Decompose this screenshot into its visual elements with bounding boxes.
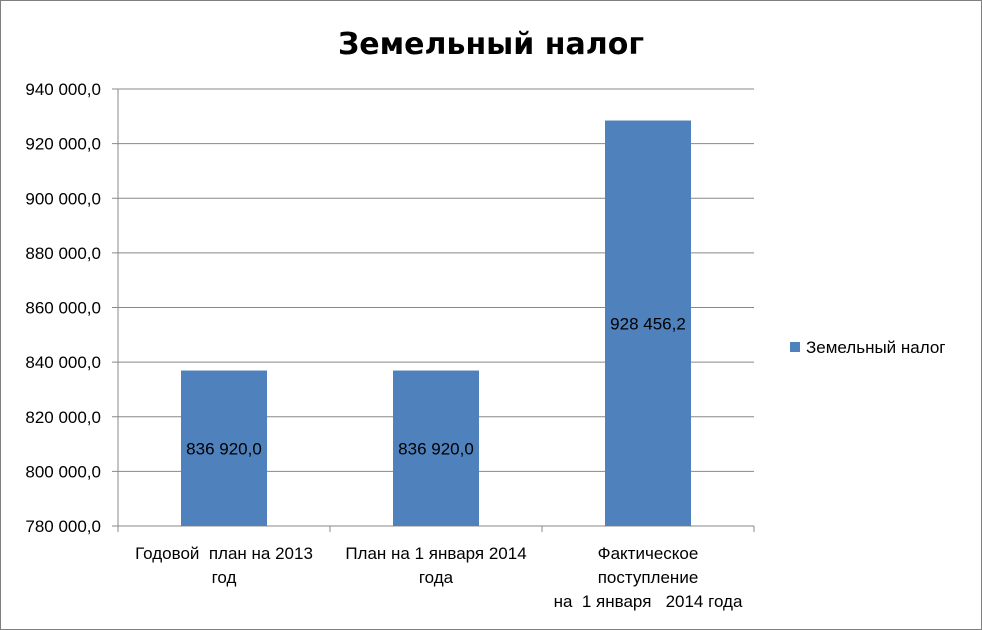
category-label: Годовой план на 2013 bbox=[135, 544, 313, 563]
y-tick-label: 880 000,0 bbox=[25, 244, 101, 263]
bar bbox=[393, 370, 479, 526]
category-label: года bbox=[419, 568, 454, 587]
data-label: 836 920,0 bbox=[398, 439, 474, 458]
y-tick-label: 820 000,0 bbox=[25, 408, 101, 427]
data-label: 928 456,2 bbox=[610, 314, 686, 333]
bar bbox=[181, 370, 267, 526]
chart-title: Земельный налог bbox=[338, 27, 644, 62]
y-tick-label: 920 000,0 bbox=[25, 135, 101, 154]
y-tick-label: 780 000,0 bbox=[25, 517, 101, 536]
y-tick-label: 940 000,0 bbox=[25, 80, 101, 99]
category-label: на 1 января 2014 года bbox=[554, 592, 743, 611]
category-label: год bbox=[212, 568, 237, 587]
category-label: поступление bbox=[598, 568, 699, 587]
y-tick-label: 800 000,0 bbox=[25, 462, 101, 481]
y-tick-labels: 780 000,0 800 000,0 820 000,0 840 000,0 860 … bbox=[25, 80, 101, 536]
bars bbox=[181, 120, 691, 527]
legend-swatch bbox=[790, 342, 800, 352]
y-tick-label: 900 000,0 bbox=[25, 189, 101, 208]
category-label: Фактическое bbox=[598, 544, 699, 563]
data-labels: 836 920,0 836 920,0 928 456,2 bbox=[186, 314, 686, 458]
y-tick-label: 860 000,0 bbox=[25, 299, 101, 318]
y-tick-label: 840 000,0 bbox=[25, 353, 101, 372]
legend-label: Земельный налог bbox=[806, 338, 946, 357]
category-labels: Годовой план на 2013 год План на 1 января … bbox=[135, 544, 743, 611]
category-label: План на 1 января 2014 bbox=[345, 544, 526, 563]
legend: Земельный налог bbox=[790, 338, 946, 357]
bar bbox=[605, 120, 691, 527]
data-label: 836 920,0 bbox=[186, 439, 262, 458]
